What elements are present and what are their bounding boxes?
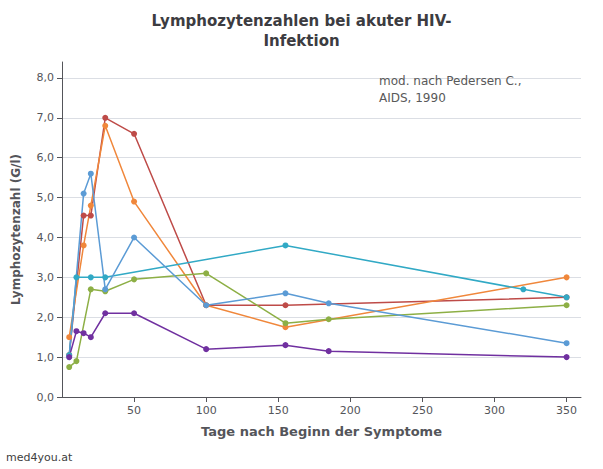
svg-text:med4you.at: med4you.at	[6, 451, 73, 464]
svg-text:AIDS, 1990: AIDS, 1990	[379, 91, 446, 105]
svg-text:7,0: 7,0	[37, 111, 55, 124]
svg-text:350: 350	[556, 404, 577, 417]
svg-text:3,0: 3,0	[37, 271, 55, 284]
svg-text:150: 150	[268, 404, 289, 417]
svg-text:8,0: 8,0	[37, 71, 55, 84]
svg-text:Tage nach Beginn der Symptome: Tage nach Beginn der Symptome	[201, 424, 442, 439]
svg-text:200: 200	[340, 404, 361, 417]
svg-text:4,0: 4,0	[37, 231, 55, 244]
svg-text:0,0: 0,0	[37, 391, 55, 404]
svg-text:1,0: 1,0	[37, 351, 55, 364]
svg-text:mod. nach Pedersen C.,: mod. nach Pedersen C.,	[379, 74, 521, 88]
svg-text:Lymphozytenzahl (G/l): Lymphozytenzahl (G/l)	[9, 154, 23, 305]
svg-text:250: 250	[412, 404, 433, 417]
svg-text:Lymphozytenzahlen bei akuter H: Lymphozytenzahlen bei akuter HIV-	[152, 12, 452, 30]
svg-text:Infektion: Infektion	[263, 32, 339, 50]
svg-text:6,0: 6,0	[37, 151, 55, 164]
svg-text:2,0: 2,0	[37, 311, 55, 324]
svg-text:5,0: 5,0	[37, 191, 55, 204]
svg-text:300: 300	[484, 404, 505, 417]
svg-text:50: 50	[127, 404, 141, 417]
svg-text:100: 100	[196, 404, 217, 417]
